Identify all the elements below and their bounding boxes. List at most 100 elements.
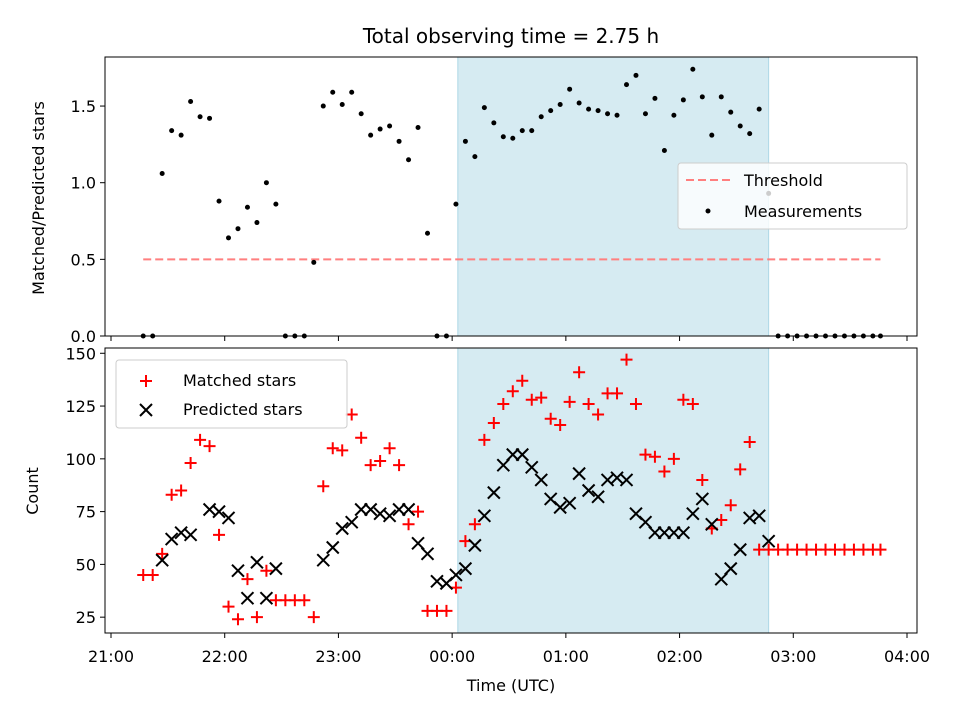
matched-star-point xyxy=(478,433,491,446)
matched-star-point xyxy=(582,397,595,410)
bottom-y-tick-label: 75 xyxy=(76,503,96,522)
measurement-point xyxy=(425,230,431,236)
predicted-star-point xyxy=(316,553,330,567)
top-plot-frame xyxy=(104,56,918,337)
top-y-tick-label: 1.0 xyxy=(71,174,96,193)
matched-star-point xyxy=(563,395,576,408)
matched-star-point xyxy=(156,547,169,560)
chart-title: Total observing time = 2.75 h xyxy=(362,24,659,48)
top-x-ticks xyxy=(110,336,908,341)
measurement-point xyxy=(339,102,345,108)
predicted-star-point xyxy=(638,515,653,529)
matched-star-point xyxy=(497,397,510,410)
measurement-point xyxy=(197,114,203,120)
predicted-star-point xyxy=(572,466,586,481)
top-legend: Threshold Measurements xyxy=(677,162,908,230)
predicted-star-point xyxy=(648,526,662,540)
matched-star-point xyxy=(374,454,387,467)
predicted-star-point xyxy=(534,473,548,487)
matched-star-point xyxy=(222,600,235,613)
predicted-star-point xyxy=(382,509,397,523)
x-tick-label: 03:00 xyxy=(770,647,816,666)
measurement-point xyxy=(368,132,374,138)
measurement-point xyxy=(709,132,715,138)
bottom-y-ticks: 25 50 75 100 125 150 xyxy=(65,344,105,627)
legend-predicted-swatch xyxy=(139,403,153,417)
bottom-y-tick-label: 50 xyxy=(76,555,96,574)
top-legend-box xyxy=(677,162,908,230)
measurement-point xyxy=(226,235,232,241)
predicted-star-point xyxy=(724,561,738,576)
measurement-point xyxy=(311,259,317,265)
bottom-y-tick-label: 150 xyxy=(65,344,96,363)
measurement-point xyxy=(624,82,630,88)
predicted-star-point xyxy=(363,502,378,517)
predicted-star-point xyxy=(657,526,672,540)
matched-star-point xyxy=(213,528,226,541)
predicted-star-point xyxy=(449,568,463,582)
predicted-star-point xyxy=(164,532,179,546)
matched-star-point xyxy=(516,374,529,387)
predicted-star-point xyxy=(269,561,283,576)
measurement-point xyxy=(330,89,336,95)
matched-star-point xyxy=(592,408,605,421)
matched-star-point xyxy=(326,442,339,455)
matched-star-point xyxy=(525,393,538,406)
matched-star-point xyxy=(364,459,377,472)
measurement-point xyxy=(169,128,175,134)
bottom-y-tick-label: 100 xyxy=(65,450,96,469)
predicted-star-point xyxy=(344,515,359,529)
predicted-star-point xyxy=(392,502,406,517)
measurement-point xyxy=(548,108,554,114)
predicted-star-point xyxy=(468,538,482,553)
measurement-point xyxy=(254,220,260,226)
predicted-star-point xyxy=(496,458,511,472)
matched-star-point xyxy=(146,568,159,581)
x-tick-label: 22:00 xyxy=(202,647,248,666)
predicted-star-point xyxy=(326,540,340,555)
measurement-point xyxy=(529,128,535,134)
measurement-point xyxy=(235,226,241,232)
matched-star-point xyxy=(440,604,453,617)
predicted-star-point xyxy=(515,447,529,462)
measurement-point xyxy=(462,138,468,144)
measurement-point xyxy=(642,111,648,117)
predicted-star-point xyxy=(506,447,520,462)
predicted-star-point xyxy=(667,526,681,540)
measurement-point xyxy=(216,198,222,204)
bottom-y-axis-label: Count xyxy=(23,467,42,515)
matched-star-point xyxy=(260,564,273,577)
predicted-star-point xyxy=(411,536,425,550)
matched-star-point xyxy=(874,543,887,556)
x-axis-label: Time (UTC) xyxy=(466,676,555,695)
matched-star-point xyxy=(175,484,188,497)
measurement-point xyxy=(207,115,213,121)
predicted-star-point xyxy=(562,496,577,510)
matched-star-point xyxy=(648,450,661,463)
matched-star-point xyxy=(629,397,642,410)
measurement-point xyxy=(661,148,667,154)
legend-predicted-label: Predicted stars xyxy=(183,400,303,419)
measurement-point xyxy=(671,112,677,118)
predicted-star-point xyxy=(761,534,776,548)
predicted-star-point xyxy=(591,490,605,504)
matched-star-point xyxy=(345,408,358,421)
matched-star-point xyxy=(620,353,633,366)
top-y-tick-label: 0.0 xyxy=(71,327,96,346)
matched-star-point xyxy=(393,459,406,472)
bottom-y-tick-label: 125 xyxy=(65,397,96,416)
matched-star-point xyxy=(658,465,671,478)
matched-star-point xyxy=(250,611,263,624)
measurement-point xyxy=(737,123,743,129)
measurement-point xyxy=(633,72,639,78)
matched-star-point xyxy=(298,594,311,607)
predicted-star-point xyxy=(401,502,416,517)
matched-star-point xyxy=(724,499,737,512)
measurement-point xyxy=(728,109,734,115)
measurement-point xyxy=(377,126,383,132)
measurement-point xyxy=(614,112,620,118)
measurement-point xyxy=(538,114,544,120)
legend-threshold-label: Threshold xyxy=(743,171,823,190)
matched-star-point xyxy=(231,613,244,626)
